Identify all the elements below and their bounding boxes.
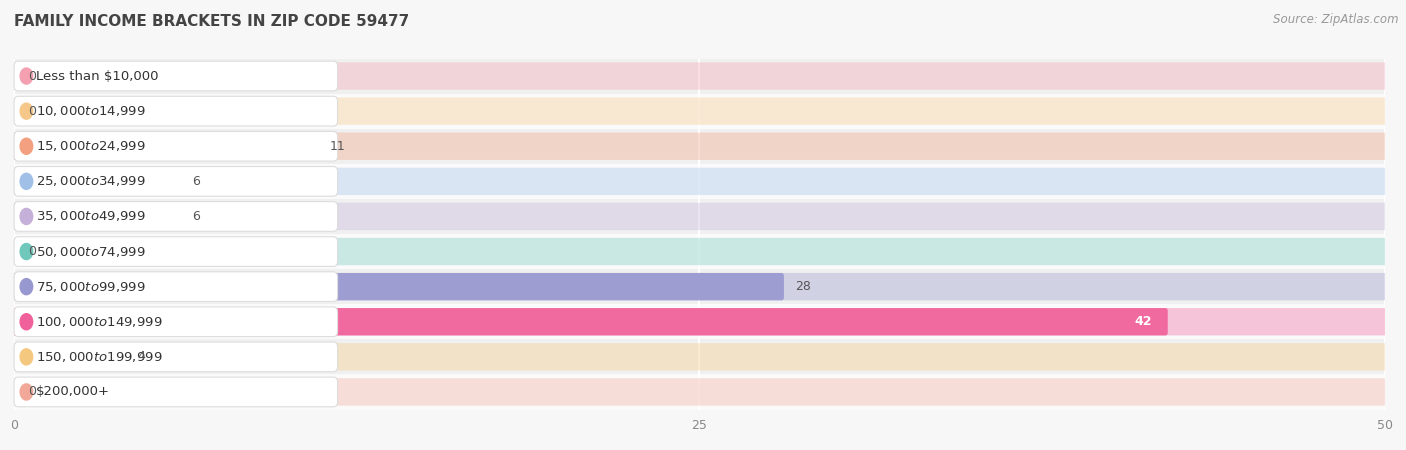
Circle shape — [20, 243, 32, 260]
FancyBboxPatch shape — [14, 307, 337, 337]
FancyBboxPatch shape — [11, 343, 127, 370]
Text: 28: 28 — [796, 280, 811, 293]
Circle shape — [20, 173, 32, 189]
FancyBboxPatch shape — [14, 131, 337, 161]
FancyBboxPatch shape — [11, 308, 1388, 335]
Text: 6: 6 — [193, 210, 200, 223]
FancyBboxPatch shape — [14, 166, 337, 196]
FancyBboxPatch shape — [11, 98, 1388, 125]
Circle shape — [20, 384, 32, 400]
FancyBboxPatch shape — [14, 237, 337, 266]
FancyBboxPatch shape — [11, 133, 318, 160]
Text: $150,000 to $199,999: $150,000 to $199,999 — [37, 350, 163, 364]
FancyBboxPatch shape — [11, 343, 1388, 370]
Text: $100,000 to $149,999: $100,000 to $149,999 — [37, 315, 163, 329]
FancyBboxPatch shape — [14, 374, 1385, 410]
Text: Less than $10,000: Less than $10,000 — [37, 70, 159, 82]
FancyBboxPatch shape — [14, 339, 1385, 374]
FancyBboxPatch shape — [11, 203, 181, 230]
Text: $200,000+: $200,000+ — [37, 386, 110, 398]
FancyBboxPatch shape — [11, 273, 1388, 300]
FancyBboxPatch shape — [11, 168, 181, 195]
FancyBboxPatch shape — [14, 304, 1385, 339]
FancyBboxPatch shape — [14, 164, 1385, 199]
FancyBboxPatch shape — [11, 133, 1388, 160]
Text: 0: 0 — [28, 105, 35, 117]
Text: $25,000 to $34,999: $25,000 to $34,999 — [37, 174, 146, 189]
FancyBboxPatch shape — [11, 308, 1168, 335]
Circle shape — [20, 349, 32, 365]
Text: FAMILY INCOME BRACKETS IN ZIP CODE 59477: FAMILY INCOME BRACKETS IN ZIP CODE 59477 — [14, 14, 409, 28]
FancyBboxPatch shape — [11, 63, 1388, 90]
Text: Source: ZipAtlas.com: Source: ZipAtlas.com — [1274, 14, 1399, 27]
Text: $75,000 to $99,999: $75,000 to $99,999 — [37, 279, 146, 294]
FancyBboxPatch shape — [14, 94, 1385, 129]
FancyBboxPatch shape — [14, 234, 1385, 269]
Circle shape — [20, 138, 32, 154]
Text: 0: 0 — [28, 386, 35, 398]
FancyBboxPatch shape — [14, 272, 337, 302]
Text: $35,000 to $49,999: $35,000 to $49,999 — [37, 209, 146, 224]
Circle shape — [20, 208, 32, 225]
FancyBboxPatch shape — [11, 168, 1388, 195]
Text: 0: 0 — [28, 245, 35, 258]
Circle shape — [20, 314, 32, 330]
Text: 4: 4 — [138, 351, 145, 363]
Circle shape — [20, 279, 32, 295]
Text: $10,000 to $14,999: $10,000 to $14,999 — [37, 104, 146, 118]
FancyBboxPatch shape — [14, 96, 337, 126]
Text: $50,000 to $74,999: $50,000 to $74,999 — [37, 244, 146, 259]
Text: 42: 42 — [1135, 315, 1152, 328]
FancyBboxPatch shape — [14, 61, 337, 91]
FancyBboxPatch shape — [14, 199, 1385, 234]
FancyBboxPatch shape — [11, 203, 1388, 230]
FancyBboxPatch shape — [14, 58, 1385, 94]
FancyBboxPatch shape — [11, 238, 1388, 265]
Circle shape — [20, 68, 32, 84]
FancyBboxPatch shape — [14, 269, 1385, 304]
FancyBboxPatch shape — [14, 129, 1385, 164]
FancyBboxPatch shape — [11, 273, 785, 300]
Text: 11: 11 — [329, 140, 344, 153]
Text: 0: 0 — [28, 70, 35, 82]
Text: $15,000 to $24,999: $15,000 to $24,999 — [37, 139, 146, 153]
Circle shape — [20, 103, 32, 119]
FancyBboxPatch shape — [11, 378, 1388, 405]
FancyBboxPatch shape — [14, 202, 337, 231]
Text: 6: 6 — [193, 175, 200, 188]
FancyBboxPatch shape — [14, 377, 337, 407]
FancyBboxPatch shape — [14, 342, 337, 372]
